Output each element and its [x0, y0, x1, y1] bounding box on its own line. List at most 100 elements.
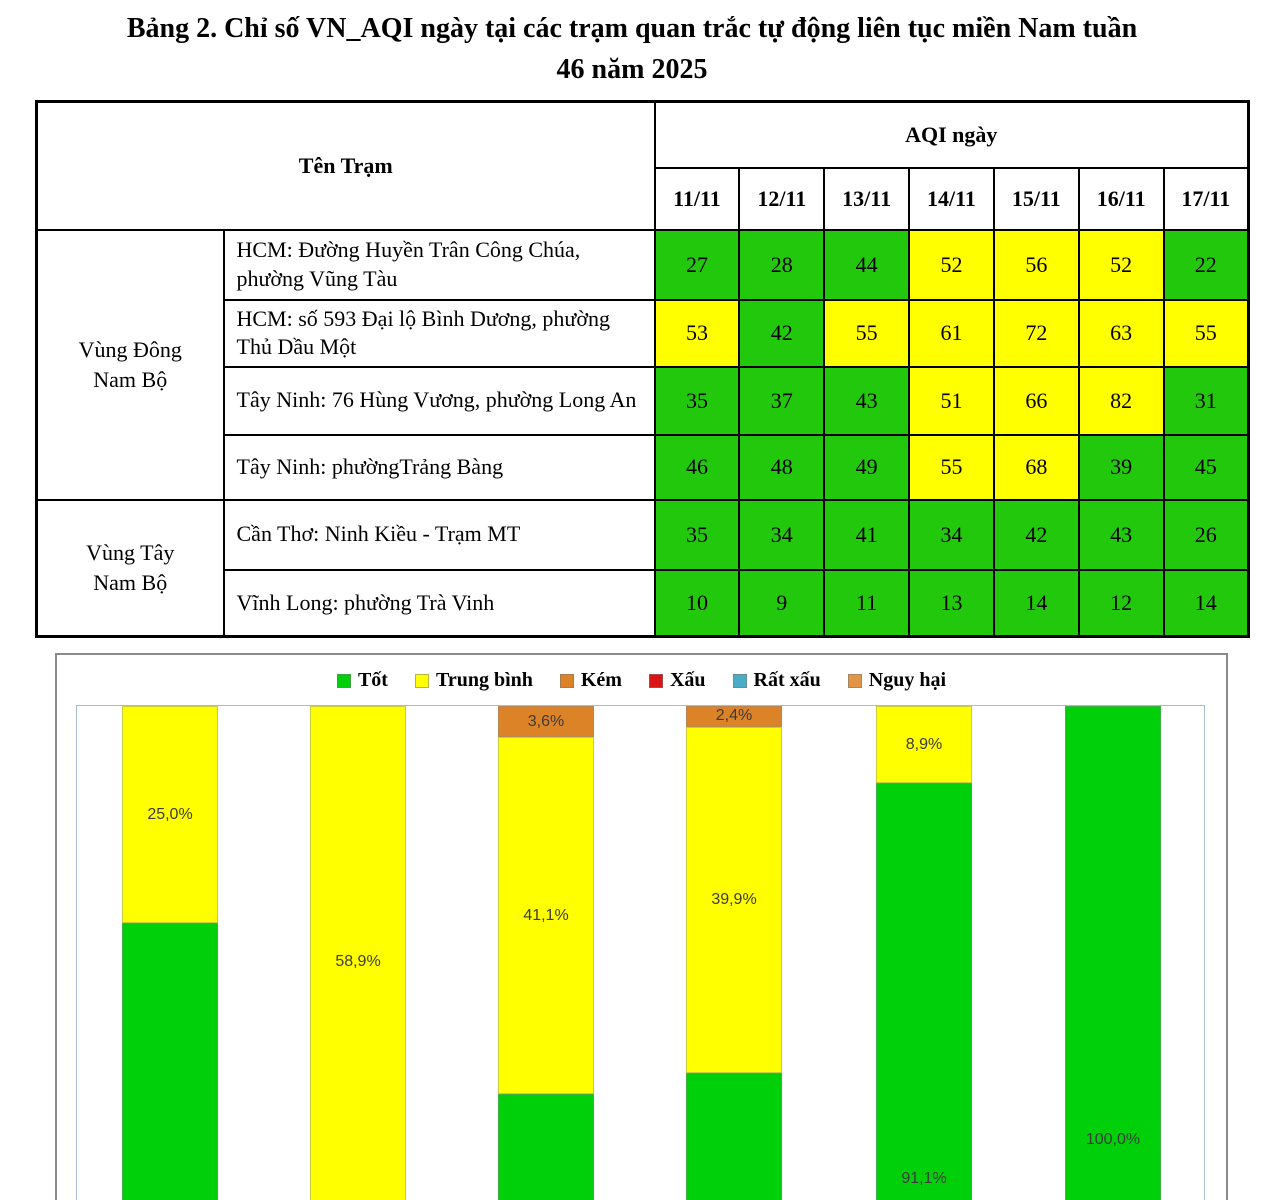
stacked-bar: 25,0% [122, 706, 218, 1200]
bar-segment [498, 1093, 594, 1200]
station-name-cell: HCM: Đường Huyền Trân Công Chúa, phường … [222, 228, 656, 301]
segment-label: 41,1% [523, 906, 569, 924]
region-cell: Vùng Đông Nam Bộ [35, 228, 225, 501]
station-name-cell: Cần Thơ: Ninh Kiều - Trạm MT [222, 498, 656, 571]
legend-label: Tốt [357, 669, 388, 691]
table-row: Vùng Tây Nam Bộ Cần Thơ: Ninh Kiều - Trạm… [35, 498, 1250, 638]
aqi-value-cell: 26 [1162, 498, 1250, 571]
bar-segment [122, 923, 218, 1200]
date-header-cell: 15/11 [992, 166, 1080, 231]
aqi-value-cell: 72 [992, 298, 1080, 368]
station-name-cell: Vĩnh Long: phường Trà Vinh [222, 568, 656, 638]
legend-label: Kém [580, 669, 622, 691]
aqi-value-cell: 63 [1077, 298, 1165, 368]
aqi-value-cell: 10 [653, 568, 741, 638]
segment-label: 58,9% [335, 952, 381, 970]
station-column-header: Tên Trạm [35, 100, 656, 231]
legend-item: Trung bình [414, 669, 533, 692]
table-row: Vĩnh Long: phường Trà Vinh 10 9 11 13 14 12 14 [37, 568, 1250, 638]
aqi-value-cell: 41 [823, 498, 911, 571]
aqi-value-cell: 48 [738, 433, 826, 501]
aqi-day-header: AQI ngày [653, 100, 1250, 169]
aqi-chart: Tốt Trung bình Kém Xấu Rất xấu Nguy hại 25,0%… [55, 653, 1228, 1200]
region-cell: Vùng Tây Nam Bộ [35, 498, 225, 638]
legend-label: Nguy hại [868, 669, 947, 691]
table-row: HCM: số 593 Đại lộ Bình Dương, phường Th… [37, 298, 1250, 368]
legend-item: Kém [559, 669, 622, 692]
aqi-value-cell: 28 [738, 228, 826, 301]
legend-swatch-icon [336, 673, 351, 688]
bar-segment: 2,4% [686, 706, 782, 727]
station-name-cell: HCM: số 593 Đại lộ Bình Dương, phường Th… [222, 298, 656, 368]
legend-item: Nguy hại [847, 669, 947, 692]
aqi-value-cell: 52 [1077, 228, 1165, 301]
aqi-value-cell: 9 [738, 568, 826, 638]
table-row: Vùng Đông Nam Bộ HCM: Đường Huyền Trân Cô… [35, 228, 1250, 501]
aqi-value-cell: 82 [1077, 365, 1165, 436]
aqi-value-cell: 11 [823, 568, 911, 638]
bar-segment: 41,1% [498, 737, 594, 1094]
date-header-cell: 12/11 [738, 166, 826, 231]
bar-segment: 8,9% [876, 706, 972, 784]
aqi-value-cell: 53 [653, 298, 741, 368]
station-name-cell: Tây Ninh: phườngTrảng Bàng [222, 433, 656, 501]
date-header-cell: 16/11 [1077, 166, 1165, 231]
aqi-value-cell: 34 [738, 498, 826, 571]
aqi-value-cell: 44 [823, 228, 911, 301]
aqi-value-cell: 12 [1077, 568, 1165, 638]
aqi-table: Tên Trạm AQI ngày 11/11 12/11 13/11 14/11 15… [35, 100, 1250, 639]
page-title-line1: Bảng 2. Chỉ số VN_AQI ngày tại các trạm … [126, 13, 1138, 44]
aqi-value-cell: 14 [992, 568, 1080, 638]
segment-label: 3,6% [527, 712, 565, 730]
chart-legend: Tốt Trung bình Kém Xấu Rất xấu Nguy hại [57, 669, 1226, 692]
bar-segment [686, 1073, 782, 1200]
segment-label: 39,9% [711, 890, 757, 908]
aqi-value-cell: 31 [1162, 365, 1250, 436]
aqi-value-cell: 43 [1077, 498, 1165, 571]
aqi-value-cell: 13 [908, 568, 995, 638]
page-title: Bảng 2. Chỉ số VN_AQI ngày tại các trạm … [0, 8, 1264, 90]
stacked-bar: 8,9% 91,1% [876, 706, 972, 1200]
aqi-value-cell: 27 [653, 228, 741, 301]
date-header-cell: 13/11 [823, 166, 911, 231]
legend-item: Xấu [648, 669, 706, 692]
legend-label: Trung bình [435, 669, 533, 691]
aqi-value-cell: 55 [823, 298, 911, 368]
bar-segment: 100,0% [1065, 706, 1161, 1200]
aqi-value-cell: 42 [992, 498, 1080, 571]
bar-segment: 91,1% [876, 783, 972, 1200]
legend-label: Xấu [669, 669, 706, 691]
stacked-bar: 3,6% 41,1% [498, 706, 594, 1200]
chart-plot-area: 25,0% 58,9% 3,6% 41,1% 2,4% 39,9% 8,9% 91,1% 100… [76, 705, 1205, 1200]
aqi-table-container: Tên Trạm AQI ngày 11/11 12/11 13/11 14/11 15… [35, 100, 1250, 639]
date-header-cell: 17/11 [1162, 166, 1250, 231]
aqi-value-cell: 37 [738, 365, 826, 436]
aqi-value-cell: 43 [823, 365, 911, 436]
aqi-value-cell: 55 [908, 433, 995, 501]
segment-label: 8,9% [905, 735, 943, 753]
stacked-bar: 100,0% [1065, 706, 1161, 1200]
date-header-cell: 14/11 [908, 166, 995, 231]
aqi-value-cell: 55 [1162, 298, 1250, 368]
aqi-value-cell: 35 [653, 365, 741, 436]
aqi-value-cell: 51 [908, 365, 995, 436]
date-header-cell: 11/11 [653, 166, 741, 231]
legend-swatch-icon [847, 673, 862, 688]
aqi-value-cell: 39 [1077, 433, 1165, 501]
stacked-bar: 58,9% [310, 706, 406, 1200]
bar-segment: 58,9% [310, 706, 406, 1200]
legend-label: Rất xấu [753, 669, 821, 691]
segment-label: 25,0% [147, 805, 193, 823]
aqi-value-cell: 35 [653, 498, 741, 571]
bar-segment: 39,9% [686, 726, 782, 1074]
aqi-value-cell: 22 [1162, 228, 1250, 301]
segment-label: 91,1% [901, 1169, 947, 1187]
bar-segment: 3,6% [498, 706, 594, 738]
aqi-value-cell: 66 [992, 365, 1080, 436]
page-title-line2: 46 năm 2025 [556, 54, 708, 85]
legend-item: Tốt [336, 669, 388, 692]
aqi-value-cell: 42 [738, 298, 826, 368]
aqi-value-cell: 46 [653, 433, 741, 501]
segment-label: 100,0% [1085, 1131, 1141, 1148]
aqi-value-cell: 49 [823, 433, 911, 501]
